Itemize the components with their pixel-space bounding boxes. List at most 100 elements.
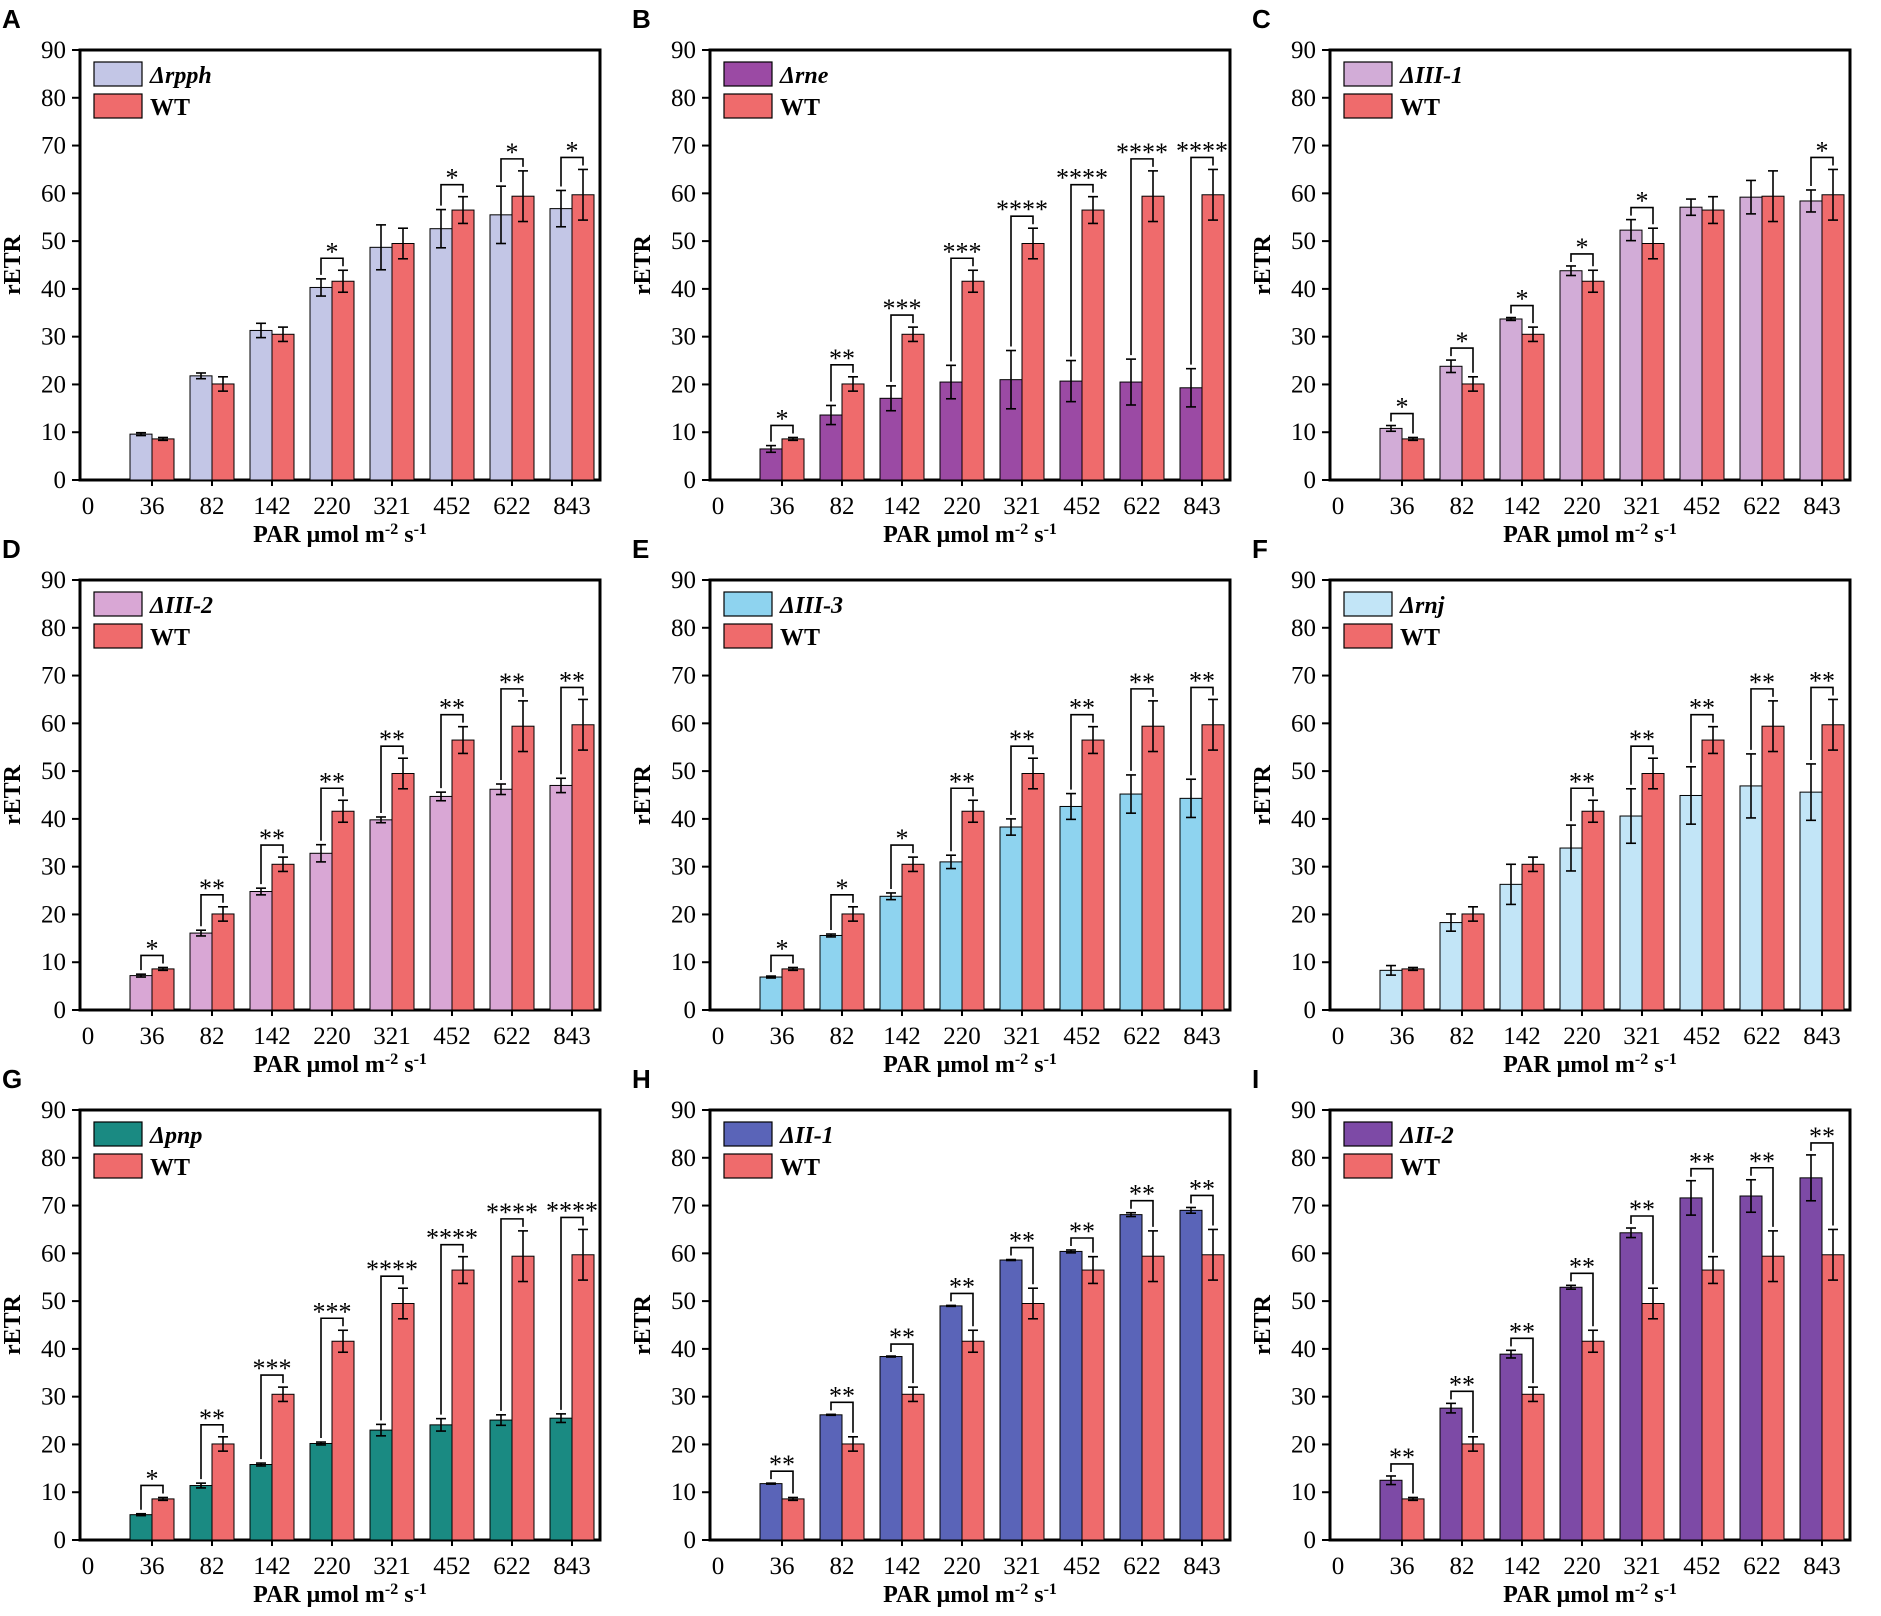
y-tick-label: 20 (1291, 1431, 1316, 1458)
x-tick-label: 220 (943, 493, 981, 520)
significance-label: ** (379, 725, 405, 754)
x-tick-label: 622 (1123, 493, 1161, 520)
x-tick-label: 36 (770, 1023, 795, 1050)
significance-label: ** (559, 666, 585, 695)
significance-label: * (1816, 136, 1829, 165)
bar-wt-220 (1581, 1340, 1605, 1541)
bar-wt-321 (391, 1303, 415, 1541)
y-tick-label: 20 (1291, 371, 1316, 398)
chart-panel-c: C 0 10 20 30 40 50 60 70 80 90 rETR 0 36 82 142 220 321 45… (1250, 4, 1852, 548)
bar-mutant-36 (1379, 427, 1403, 481)
bar-mutant-82 (1439, 922, 1463, 1011)
y-tick-label: 40 (41, 806, 66, 833)
bar-mutant-220 (309, 852, 333, 1011)
significance-label: **** (1056, 164, 1108, 193)
panel-letter-e: E (632, 534, 649, 564)
significance-label: ** (1129, 1180, 1155, 1209)
significance-bracket (440, 713, 464, 789)
x-tick-label: 36 (1390, 1023, 1415, 1050)
significance-bracket (830, 1401, 854, 1433)
significance-bracket (1130, 688, 1154, 771)
bar-mutant-452 (429, 1424, 453, 1541)
bar-mutant-82 (1439, 365, 1463, 481)
legend-label-mutant: ΔIII-3 (779, 593, 843, 619)
legend-label-mutant: Δrnj (1399, 593, 1445, 619)
bar-mutant-36 (1379, 1479, 1403, 1541)
panel-letter-h: H (632, 1064, 651, 1094)
bar-mutant-36 (759, 976, 783, 1011)
bar-wt-82 (1461, 383, 1485, 481)
significance-bracket (1690, 1167, 1714, 1253)
x-tick-label: 220 (1563, 1553, 1601, 1580)
bar-mutant-82 (1439, 1407, 1463, 1541)
y-tick-label: 60 (1291, 180, 1316, 207)
bar-wt-82 (211, 1443, 235, 1541)
bar-mutant-321 (1619, 1232, 1643, 1541)
x-tick-label: 843 (553, 1553, 591, 1580)
y-tick-label: 10 (41, 419, 66, 446)
x-tick-label: 36 (770, 493, 795, 520)
significance-label: *** (313, 1297, 352, 1326)
y-tick-label: 50 (41, 758, 66, 785)
legend-label-wt: WT (1400, 1155, 1440, 1181)
significance-label: *** (883, 294, 922, 323)
x-tick-label: 82 (830, 1023, 855, 1050)
bar-mutant-622 (1119, 1214, 1143, 1541)
bar-wt-82 (211, 913, 235, 1011)
y-tick-label: 60 (671, 1240, 696, 1267)
y-tick-label: 70 (671, 133, 696, 160)
x-tick-label: 142 (883, 493, 921, 520)
significance-label: **** (366, 1255, 418, 1284)
chart-panel-a: A 0 10 20 30 40 50 60 70 80 90 rETR 0 36 82 142 220 321 45… (0, 4, 602, 548)
y-tick-label: 30 (1291, 324, 1316, 351)
significance-bracket (770, 424, 794, 442)
y-tick-label: 90 (41, 37, 66, 64)
bar-mutant-843 (1799, 791, 1823, 1011)
legend-label-mutant: ΔII-2 (1399, 1123, 1454, 1149)
y-tick-label: 60 (41, 710, 66, 737)
bar-mutant-36 (129, 975, 153, 1011)
bar-wt-843 (1821, 1254, 1845, 1541)
bar-wt-142 (271, 863, 295, 1011)
x-tick-label: 82 (200, 1023, 225, 1050)
y-tick-label: 10 (1291, 1479, 1316, 1506)
significance-bracket (830, 894, 854, 931)
bar-wt-36 (781, 438, 805, 481)
y-axis-title: rETR (630, 1294, 656, 1355)
x-tick-label: 843 (1183, 1023, 1221, 1050)
significance-label: ** (1749, 668, 1775, 697)
x-tick-label: 36 (770, 1553, 795, 1580)
significance-label: ** (1689, 694, 1715, 723)
significance-label: * (1456, 327, 1469, 356)
bar-mutant-843 (549, 1417, 573, 1541)
bar-wt-36 (1401, 438, 1425, 481)
y-tick-label: 70 (671, 1193, 696, 1220)
bar-wt-843 (1201, 194, 1225, 481)
y-tick-label: 70 (41, 133, 66, 160)
y-axis-title: rETR (1250, 764, 1276, 825)
bar-wt-622 (511, 195, 535, 481)
legend-swatch-wt (1343, 623, 1393, 649)
bar-wt-321 (1021, 1303, 1045, 1541)
y-axis-title: rETR (0, 764, 26, 825)
x-tick-label: 321 (1003, 1553, 1041, 1580)
bar-mutant-321 (999, 1259, 1023, 1541)
x-tick-label: 142 (1503, 1553, 1541, 1580)
x-axis-title: PAR μmol m-2 s-1 (883, 1051, 1057, 1079)
significance-bracket (560, 156, 584, 187)
significance-label: ** (949, 1272, 975, 1301)
significance-label: **** (1116, 138, 1168, 167)
bar-wt-142 (1521, 1393, 1545, 1541)
legend-swatch-wt (1343, 1153, 1393, 1179)
significance-label: ** (1629, 725, 1655, 754)
legend-swatch-mutant (1343, 1121, 1393, 1147)
bar-wt-843 (571, 724, 595, 1011)
significance-label: * (1576, 233, 1589, 262)
y-tick-label: 0 (54, 467, 67, 494)
legend-label-wt: WT (780, 625, 820, 651)
bar-mutant-321 (369, 819, 393, 1011)
legend-swatch-mutant (723, 1121, 773, 1147)
x-tick-label: 82 (1450, 1023, 1475, 1050)
significance-label: ** (1449, 1370, 1475, 1399)
y-tick-label: 90 (671, 1097, 696, 1124)
